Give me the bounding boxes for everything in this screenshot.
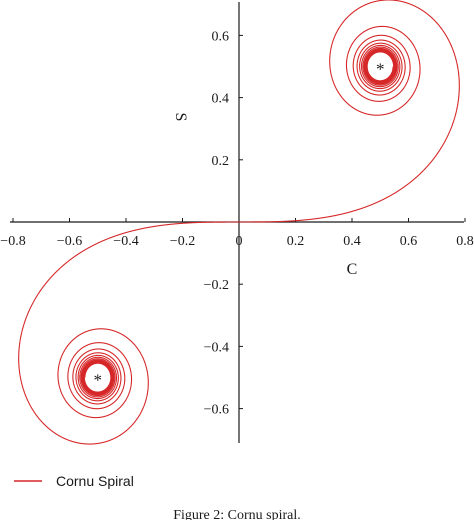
y-tick-label: 0.6 xyxy=(212,29,230,44)
figure-caption: Figure 2: Cornu spiral. xyxy=(173,508,301,520)
x-tick-label: 0.6 xyxy=(400,234,418,249)
x-tick-label: 0 xyxy=(236,234,243,249)
x-tick-label: 0.8 xyxy=(456,234,474,249)
x-tick-label: −0.2 xyxy=(170,234,195,249)
series-line-cornu-spiral xyxy=(18,0,460,445)
x-tick-label: −0.4 xyxy=(113,234,138,249)
legend: Cornu Spiral xyxy=(14,473,134,489)
series-group xyxy=(18,0,460,445)
x-tick-label: 0.4 xyxy=(343,234,361,249)
y-tick-label: 0.4 xyxy=(212,92,230,107)
limit-point-marker: * xyxy=(376,60,385,79)
legend-label: Cornu Spiral xyxy=(56,473,134,489)
x-tick-label: −0.8 xyxy=(0,234,25,249)
x-axis-label: C xyxy=(347,261,358,278)
y-tick-label: −0.2 xyxy=(204,278,229,293)
limit-point-marker: * xyxy=(94,371,103,390)
annotations: ** xyxy=(94,60,385,390)
x-tick-label: 0.2 xyxy=(287,234,305,249)
y-tick-label: −0.4 xyxy=(204,340,229,355)
y-tick-label: −0.6 xyxy=(204,403,229,418)
y-tick-label: 0.2 xyxy=(212,154,230,169)
ticks: −0.8 −0.6 −0.4 −0.2 0 0.2 0.4 0.6 0.8 −0.6 −0.4 −0.… xyxy=(0,29,473,417)
x-tick-label: −0.6 xyxy=(57,234,82,249)
y-axis-label: S xyxy=(172,113,189,122)
